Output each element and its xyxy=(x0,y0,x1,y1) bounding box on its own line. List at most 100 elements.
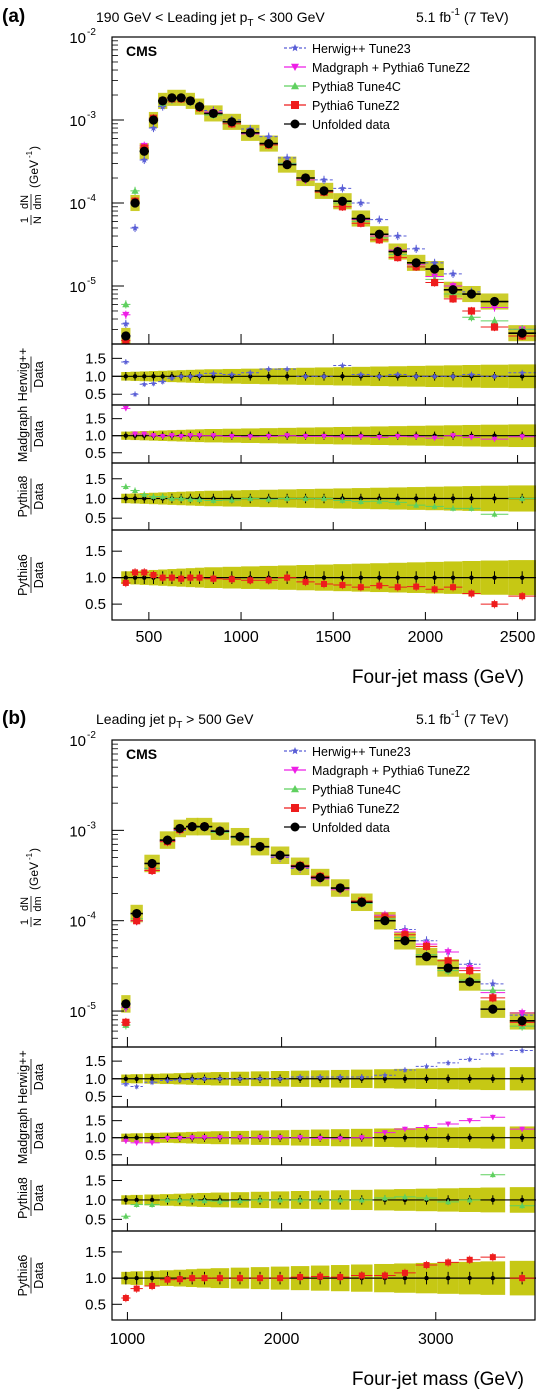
ratio-data-point xyxy=(402,1275,408,1281)
ratio-point-pythia6 xyxy=(468,590,475,597)
data-point-data xyxy=(199,822,210,832)
ratio-title-num: Madgraph xyxy=(16,406,30,462)
ratio-point-pythia8 xyxy=(339,497,346,503)
legend-label-data: Unfolded data xyxy=(312,821,390,835)
ratio-point-madgraph xyxy=(132,431,139,437)
ratio-point-pythia6 xyxy=(247,577,254,584)
ratio-y-title: Madgraph Data xyxy=(16,1108,46,1164)
ratio-data-point xyxy=(123,1197,129,1203)
legend-marker-pythia6 xyxy=(291,101,299,109)
ratio-point-herwig xyxy=(339,362,346,368)
ratio-data-point xyxy=(492,575,497,580)
ratio-data-point xyxy=(382,1076,388,1081)
ratio-point-herwig xyxy=(284,366,290,372)
panel-a-lumi-label: 5.1 fb-1 (7 TeV) xyxy=(416,7,509,25)
ratio-point-herwig xyxy=(228,371,235,377)
ratio-point-madgraph xyxy=(339,434,346,440)
data-point-pythia6 xyxy=(490,323,499,331)
chart-panel-b: 10 -210 -310 -410 -51 NdN dm(GeV-1)Herwig++ Tu… xyxy=(16,730,536,1348)
data-point-data xyxy=(275,850,285,860)
data-point-data xyxy=(132,908,142,919)
legend-label-pythia6: Pythia6 TuneZ2 xyxy=(312,802,400,816)
y-tick-exponent: -3 xyxy=(87,820,96,831)
ratio-point-madgraph xyxy=(196,433,203,439)
data-point-data xyxy=(121,999,131,1009)
ratio-data-point xyxy=(467,1135,472,1140)
ratio-data-point xyxy=(340,575,345,580)
data-point-pythia6 xyxy=(466,967,474,975)
ratio-data-point xyxy=(402,1076,408,1081)
ratio-point-madgraph xyxy=(277,1135,284,1141)
data-point-data xyxy=(282,160,292,170)
panel-b-cms-label: CMS xyxy=(126,746,157,762)
ratio-point-madgraph xyxy=(423,1125,430,1131)
ratio-title-num: Madgraph xyxy=(16,1108,30,1164)
ratio-point-herwig xyxy=(132,391,138,397)
legend-marker-herwig xyxy=(291,44,299,52)
data-point-herwig xyxy=(412,245,420,252)
ratio-title-num: Pythia6 xyxy=(16,1255,30,1297)
ratio-data-point xyxy=(467,1076,472,1081)
panel-b-x-axis-title: Four-jet mass (GeV) xyxy=(352,1369,524,1390)
ratio-data-point xyxy=(490,1275,496,1281)
ratio-point-pythia6 xyxy=(519,1275,526,1282)
ratio-title-num: Pythia6 xyxy=(16,554,30,596)
ratio-point-pythia8 xyxy=(132,487,139,493)
ratio-point-pythia8 xyxy=(357,498,364,505)
ratio-point-madgraph xyxy=(519,434,526,440)
y-tick-label: 10 xyxy=(69,30,86,47)
ratio-data-point xyxy=(424,1135,429,1140)
data-point-data xyxy=(430,264,440,274)
ratio-title-den: Data xyxy=(32,483,46,509)
ratio-point-madgraph xyxy=(201,1135,208,1141)
data-point-data xyxy=(227,117,237,127)
ratio-y-tick-label: 0.5 xyxy=(85,1296,106,1313)
y-tick-label: 10 xyxy=(69,823,86,840)
data-point-herwig xyxy=(489,980,497,987)
ratio-point-pythia6 xyxy=(187,574,194,581)
ratio-point-pythia6 xyxy=(401,1269,408,1276)
ratio-point-pythia6 xyxy=(317,1273,324,1280)
ratio-panel-herwig: 0.51.01.5 Herwig++ Data xyxy=(16,343,536,406)
y-tick-label: 10 xyxy=(69,914,86,931)
ratio-point-herwig xyxy=(337,1074,344,1080)
data-point-pythia6 xyxy=(148,866,156,875)
ratio-y-tick-label: 0.5 xyxy=(85,445,106,462)
ratio-data-point xyxy=(123,1076,129,1081)
ratio-point-pythia8 xyxy=(159,493,166,499)
ratio-point-madgraph xyxy=(149,1140,156,1146)
ratio-point-pythia6 xyxy=(132,569,139,576)
data-point-herwig xyxy=(283,154,291,161)
ratio-point-madgraph xyxy=(413,434,420,440)
ratio-title-den: Data xyxy=(32,1064,46,1090)
ratio-point-pythia8 xyxy=(228,497,235,503)
ratio-point-pythia6 xyxy=(302,578,309,585)
data-point-data xyxy=(357,897,367,907)
panel-b-letter: (b) xyxy=(2,708,26,729)
ratio-y-title: Madgraph Data xyxy=(16,406,46,462)
ratio-point-madgraph xyxy=(381,1130,388,1136)
ratio-point-herwig xyxy=(466,1056,473,1062)
ratio-point-pythia6 xyxy=(176,1276,183,1283)
ratio-data-point xyxy=(413,496,419,501)
legend-label-pythia6: Pythia6 TuneZ2 xyxy=(312,99,400,113)
ratio-point-pythia6 xyxy=(168,574,175,581)
data-point-pythia6 xyxy=(375,236,383,244)
ratio-data-point xyxy=(132,575,138,580)
ratio-point-madgraph xyxy=(150,433,157,439)
ratio-point-madgraph xyxy=(122,406,129,412)
ratio-point-herwig xyxy=(450,373,456,379)
panel-a-x-axis-title: Four-jet mass (GeV) xyxy=(352,667,524,688)
series-data xyxy=(121,93,536,341)
ratio-point-herwig xyxy=(237,1075,243,1082)
ratio-data-point xyxy=(134,1197,139,1203)
ratio-data-point xyxy=(445,1135,451,1140)
ratio-point-herwig xyxy=(376,373,383,379)
data-point-data xyxy=(139,146,149,156)
ratio-data-point xyxy=(123,374,129,379)
data-point-data xyxy=(194,102,205,112)
ratio-point-pythia8 xyxy=(133,1201,140,1207)
ratio-panel-pythia6: 0.5 1.0 1.5 Pythia6 Data xyxy=(16,529,536,621)
ratio-data-point xyxy=(132,496,138,501)
